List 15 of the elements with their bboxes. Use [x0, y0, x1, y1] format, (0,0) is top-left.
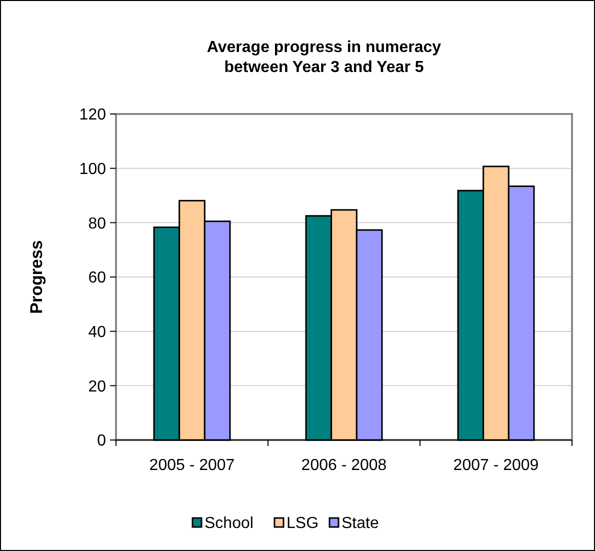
- y-tick-label: 100: [79, 160, 106, 178]
- y-tick-label: 40: [88, 324, 106, 341]
- x-tick-label: 2005 - 2007: [149, 457, 235, 474]
- legend-label: State: [342, 515, 379, 532]
- y-tick-label: 80: [88, 215, 106, 232]
- x-tick-label: 2006 - 2008: [301, 457, 387, 474]
- y-tick-label: 0: [97, 432, 106, 450]
- legend-label: LSG: [286, 515, 319, 532]
- y-tick-label: 20: [88, 378, 106, 396]
- y-tick-label: 60: [88, 270, 106, 287]
- legend-label: School: [204, 515, 254, 532]
- y-axis-title: Progress: [27, 240, 46, 314]
- chart-title: Average progress in numeracy between Year 3 and Year 5: [206, 39, 442, 76]
- x-tick-label: 2007 - 2009: [453, 457, 539, 474]
- y-tick-label: 120: [79, 106, 106, 124]
